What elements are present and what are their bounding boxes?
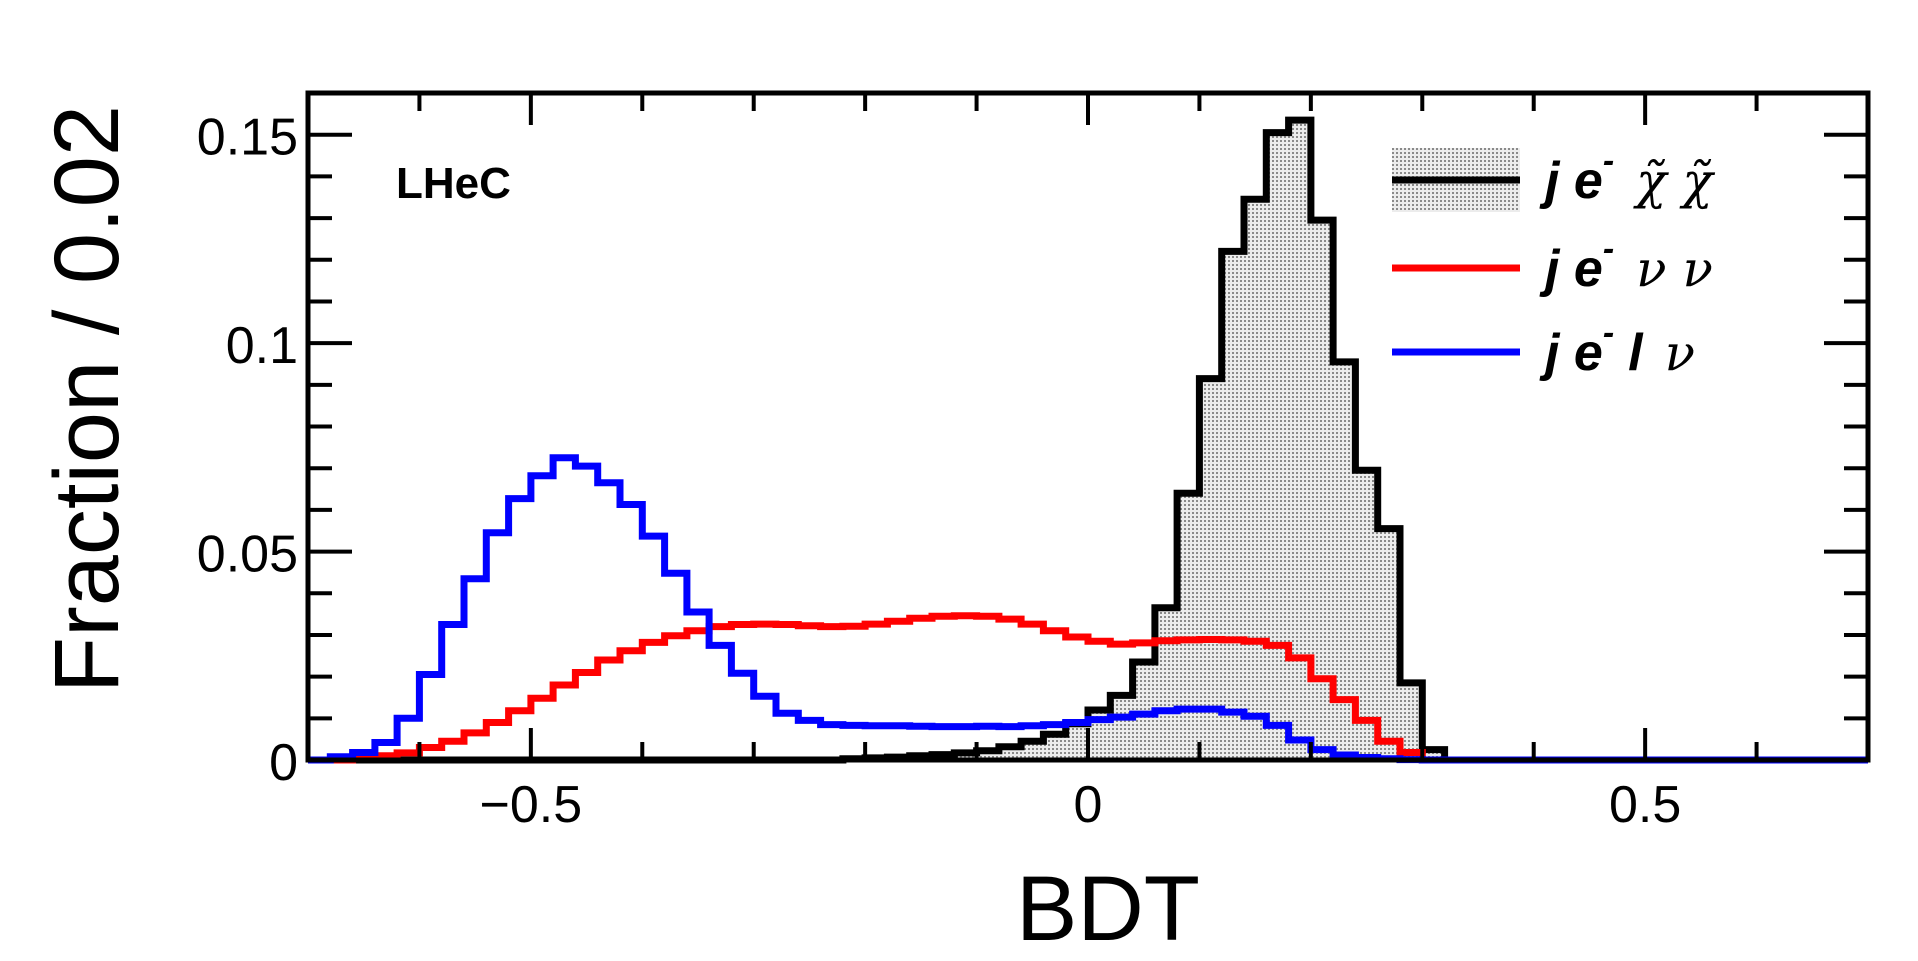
plot-frame	[305, 90, 1871, 763]
legend: j e-χ̃ χ̃j e-ν νj e-l ν	[1392, 142, 1715, 382]
legend-label: j e-l ν	[1539, 314, 1695, 382]
y-tick-label: 0.05	[197, 526, 298, 584]
x-tick-label: 0.5	[1609, 776, 1681, 834]
legend-label-lepton: l	[1628, 324, 1644, 382]
y-tick-label: 0.15	[197, 109, 298, 167]
x-tick-label: 0	[1074, 776, 1103, 834]
legend-label-main: j e	[1539, 240, 1603, 298]
legend-label-particles: χ̃ χ̃	[1633, 152, 1715, 210]
legend-label-particles: ν	[1665, 324, 1695, 382]
legend-label: j e-ν ν	[1539, 230, 1713, 298]
legend-label-main: j e	[1539, 324, 1603, 382]
y-tick-label: 0.1	[226, 317, 298, 375]
x-tick-label: −0.5	[480, 776, 583, 834]
legend-label-superscript: -	[1603, 230, 1614, 268]
series-layer	[308, 116, 1868, 764]
series-line-0	[308, 116, 1868, 764]
legend-label: j e-χ̃ χ̃	[1539, 142, 1715, 210]
legend-label-particles: ν ν	[1636, 240, 1713, 298]
series-fill-0	[308, 120, 1868, 761]
legend-label-superscript: -	[1603, 142, 1614, 180]
experiment-label: LHeC	[396, 159, 511, 208]
x-axis-title: BDT	[1016, 858, 1200, 960]
legend-label-main: j e	[1539, 152, 1603, 210]
y-axis-title: Fraction / 0.02	[36, 105, 138, 693]
y-tick-label: 0	[269, 734, 298, 792]
legend-label-superscript: -	[1603, 314, 1614, 352]
ticks-layer: −0.5 0 0.5 0 0.05 0.1 0.15	[197, 91, 1870, 834]
